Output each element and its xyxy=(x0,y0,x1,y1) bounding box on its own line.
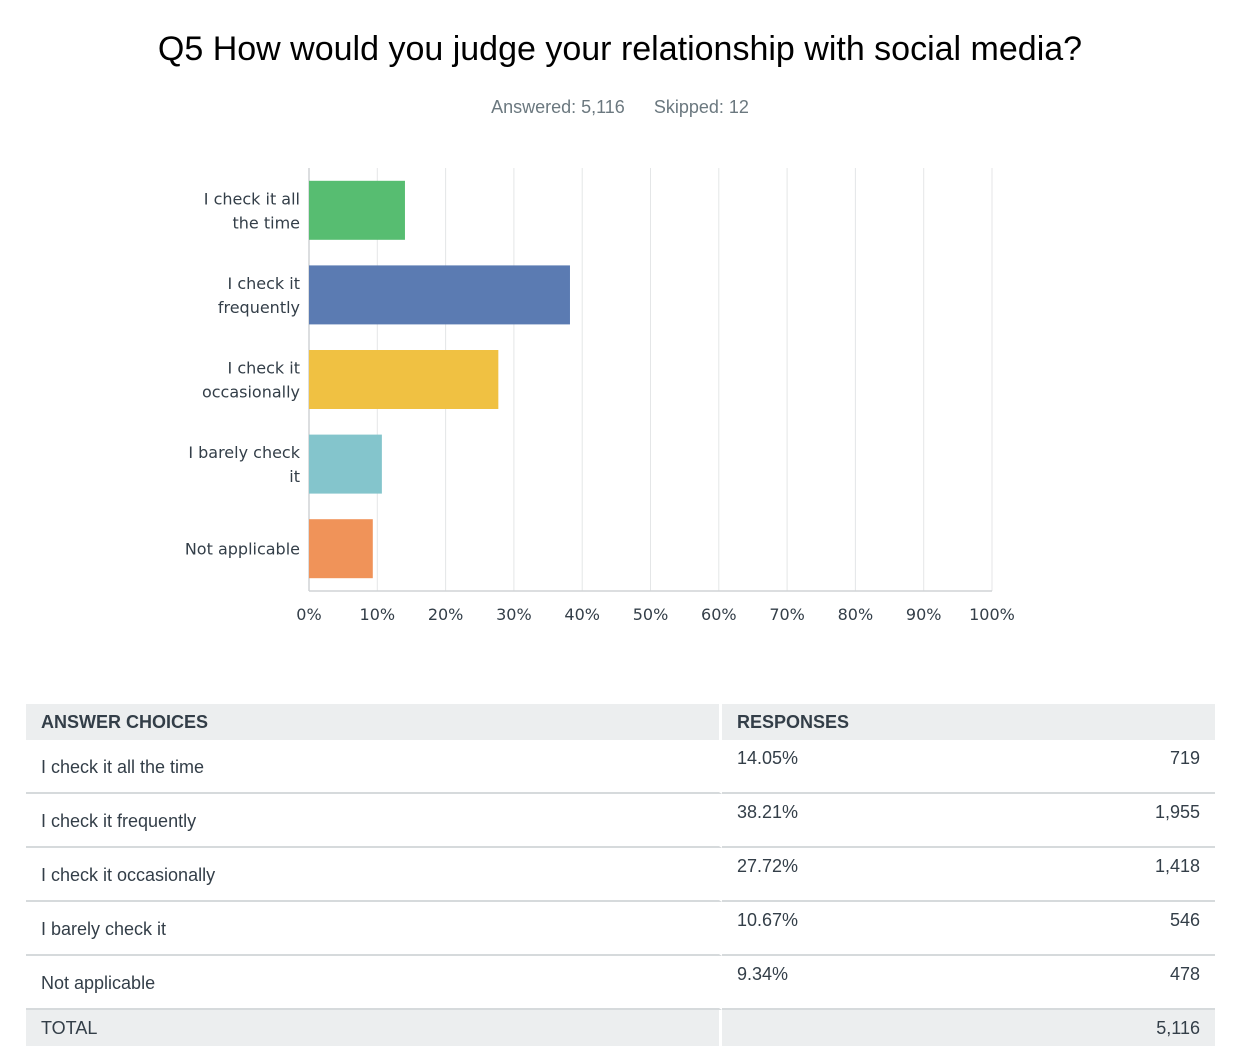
row-percent: 10.67% xyxy=(722,902,993,956)
x-tick-label: 40% xyxy=(564,605,600,624)
bar xyxy=(309,519,373,579)
row-count: 546 xyxy=(992,902,1215,956)
table-total-row: TOTAL 5,116 xyxy=(26,1010,1215,1046)
row-percent: 27.72% xyxy=(722,848,993,902)
x-tick-label: 60% xyxy=(701,605,737,624)
row-percent: 9.34% xyxy=(722,956,993,1010)
table-row: I check it occasionally 27.72% 1,418 xyxy=(26,848,1215,902)
table-row: I barely check it 10.67% 546 xyxy=(26,902,1215,956)
category-label: I check it xyxy=(228,274,300,293)
category-label: I check it all xyxy=(204,189,300,208)
table-row: Not applicable 9.34% 478 xyxy=(26,956,1215,1010)
row-count: 719 xyxy=(992,740,1215,794)
x-tick-label: 10% xyxy=(360,605,396,624)
skipped-count: Skipped: 12 xyxy=(653,97,749,117)
responses-table: ANSWER CHOICES RESPONSES I check it all … xyxy=(26,704,1215,1046)
response-summary: Answered: 5,116 Skipped: 12 xyxy=(0,97,1240,118)
header-responses: RESPONSES xyxy=(722,704,1215,740)
x-tick-label: 100% xyxy=(969,605,1015,624)
table-row: I check it all the time 14.05% 719 xyxy=(26,740,1215,794)
row-count: 1,955 xyxy=(992,794,1215,848)
x-tick-label: 50% xyxy=(633,605,669,624)
table-header-row: ANSWER CHOICES RESPONSES xyxy=(26,704,1215,740)
category-label: frequently xyxy=(218,298,300,317)
category-label: Not applicable xyxy=(185,540,300,559)
row-choice: I check it occasionally xyxy=(26,848,722,902)
header-answer-choices: ANSWER CHOICES xyxy=(26,704,722,740)
x-tick-label: 80% xyxy=(838,605,874,624)
category-label: it xyxy=(289,467,300,486)
bar-chart: 0% 10% 20% 30% 40% 50% 60% 70% 80% 90% 100% I check… xyxy=(185,168,1015,624)
total-spacer xyxy=(722,1010,993,1046)
bar xyxy=(309,180,405,240)
x-tick-label: 70% xyxy=(769,605,805,624)
bar xyxy=(309,434,382,494)
x-tick-label: 20% xyxy=(428,605,464,624)
category-label: I check it xyxy=(228,359,300,378)
x-tick-label: 0% xyxy=(296,605,321,624)
answered-count: Answered: 5,116 xyxy=(491,97,625,117)
row-choice: I check it all the time xyxy=(26,740,722,794)
row-choice: Not applicable xyxy=(26,956,722,1010)
category-label: occasionally xyxy=(202,383,300,402)
table-row: I check it frequently 38.21% 1,955 xyxy=(26,794,1215,848)
row-choice: I barely check it xyxy=(26,902,722,956)
total-count: 5,116 xyxy=(992,1010,1215,1046)
row-percent: 38.21% xyxy=(722,794,993,848)
bar xyxy=(309,265,570,325)
row-count: 1,418 xyxy=(992,848,1215,902)
row-percent: 14.05% xyxy=(722,740,993,794)
chart-title: Q5 How would you judge your relationship… xyxy=(157,30,1083,68)
x-tick-label: 90% xyxy=(906,605,942,624)
row-count: 478 xyxy=(992,956,1215,1010)
row-choice: I check it frequently xyxy=(26,794,722,848)
total-label: TOTAL xyxy=(26,1010,722,1046)
category-label: I barely check xyxy=(188,443,300,462)
category-label: the time xyxy=(233,213,301,232)
x-tick-label: 30% xyxy=(496,605,532,624)
bar xyxy=(309,350,499,409)
